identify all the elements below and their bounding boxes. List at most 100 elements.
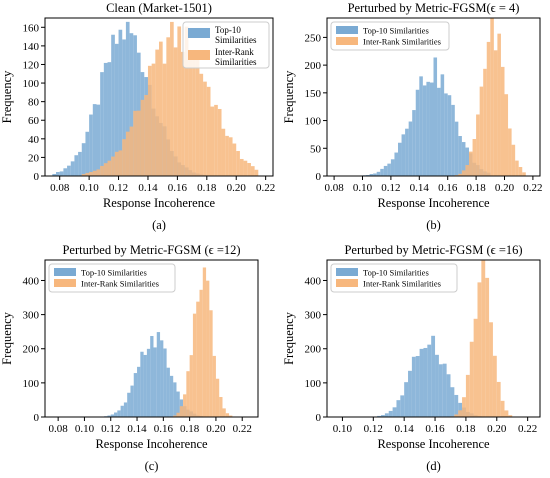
legend-box: [330, 21, 450, 51]
histogram-bar: [422, 85, 427, 176]
histogram-bar: [481, 260, 486, 417]
legend-swatch-top10: [188, 28, 210, 38]
histogram-bar: [483, 68, 487, 176]
legend-swatch-inter-rank: [54, 279, 76, 287]
histogram-bar: [461, 142, 466, 176]
histogram-bar: [160, 340, 164, 417]
panel-caption: (b): [426, 218, 441, 232]
histogram-bar: [177, 26, 182, 177]
histogram-bar: [163, 348, 167, 417]
histogram-bar: [411, 356, 416, 417]
histogram-bar: [394, 152, 398, 176]
y-tick-label: 300: [305, 310, 322, 322]
histogram-bar: [215, 378, 220, 417]
histogram-bar: [473, 318, 478, 417]
legend-label-inter-rank: Inter-Rank Similarities: [81, 279, 159, 289]
histogram-bar: [419, 76, 423, 176]
histogram-bar: [225, 413, 230, 417]
legend-swatch-inter-rank: [188, 50, 210, 60]
histogram-bar: [377, 415, 382, 417]
chart-panel-2: 0.08 0.10 0.12 0.14 0.16 0.18 0.20 0.22 0 50 100 15…: [282, 1, 543, 232]
histogram-bar: [518, 167, 523, 176]
y-tick-label: 20: [28, 152, 40, 164]
y-tick-label: 200: [305, 60, 322, 72]
histogram-bar: [81, 174, 86, 176]
histogram-bar: [147, 65, 152, 176]
legend-label-inter-rank-cont: Similarities: [215, 57, 257, 67]
histogram-bar: [189, 355, 193, 417]
histogram-bar: [435, 354, 439, 417]
histogram-bar: [217, 108, 222, 176]
x-tick-label: 0.18: [456, 423, 476, 435]
histogram-bar: [250, 166, 255, 176]
histogram-bar: [114, 412, 118, 417]
legend-swatch-inter-rank: [336, 37, 358, 45]
histogram-bar: [228, 137, 233, 176]
histogram-bar: [427, 344, 432, 417]
x-tick-label: 0.12: [381, 182, 400, 194]
histogram-bar: [500, 66, 505, 176]
histogram-bar: [396, 400, 401, 417]
histogram-bar: [462, 397, 466, 417]
panel-caption: (c): [145, 459, 159, 473]
y-tick-label: 100: [23, 78, 40, 90]
histogram-bar: [199, 73, 204, 176]
histogram-bar: [239, 158, 244, 176]
histogram-bar: [123, 402, 128, 417]
x-tick-label: 0.08: [50, 182, 70, 194]
histogram-bar: [173, 382, 177, 417]
y-tick-label: 120: [23, 59, 40, 71]
histogram-bar: [125, 131, 130, 176]
histogram-bar: [89, 171, 93, 176]
histogram-bar: [137, 366, 141, 417]
histogram-bar: [144, 94, 148, 176]
x-tick-label: 0.16: [154, 423, 174, 435]
histogram-bar: [369, 174, 374, 176]
histogram-bar: [401, 134, 406, 176]
legend-swatch-top10: [336, 268, 358, 276]
histogram-bar: [221, 128, 226, 176]
histogram-bar: [118, 29, 123, 177]
histogram-bar: [140, 351, 144, 417]
y-tick-label: 40: [28, 134, 40, 146]
x-tick-label: 0.18: [466, 182, 486, 194]
histogram-bar: [111, 34, 115, 177]
histogram-bar: [169, 375, 174, 417]
chart-title: Clean (Market-1501): [106, 1, 212, 15]
histogram-bar: [469, 151, 473, 176]
histogram-bar: [415, 356, 420, 417]
histogram-bar: [96, 169, 101, 176]
x-axis-label: Response Incoherence: [377, 437, 490, 451]
chart-panel-3: 0.08 0.10 0.12 0.14 0.16 0.18 0.20 0.22 0 100 200 3…: [0, 243, 259, 473]
histogram-bar: [458, 410, 463, 417]
x-tick-label: 0.22: [518, 423, 537, 435]
chart-title: Perturbed by Metric-FGSM (ϵ =12): [62, 243, 240, 257]
histogram-bar: [458, 402, 463, 417]
histogram-bar: [136, 110, 141, 176]
x-axis-label: Response Incoherence: [95, 437, 208, 451]
x-tick-label: 0.08: [49, 423, 69, 435]
histogram-bar: [405, 128, 409, 176]
histogram-bar: [195, 59, 200, 176]
histogram-bar: [103, 163, 108, 176]
x-axis-label: Response Incoherence: [377, 196, 490, 210]
y-tick-label: 150: [305, 88, 322, 100]
histogram-bar: [74, 155, 79, 176]
y-axis-label: Frequency: [282, 70, 296, 124]
histogram-bar: [81, 143, 86, 176]
chart-panel-1: 0.08 0.10 0.12 0.14 0.16 0.18 0.20 0.22 0 20 40 60 8…: [0, 1, 275, 232]
histogram-bar: [461, 170, 466, 176]
histogram-bar: [209, 310, 213, 417]
histogram-bar: [515, 160, 519, 176]
legend-label-top10: Top-10 Similarities: [363, 26, 429, 36]
histogram-bar: [472, 139, 477, 176]
histogram-bar: [203, 81, 207, 176]
histogram-bar: [85, 172, 90, 176]
x-tick-label: 0.10: [75, 423, 95, 435]
histogram-bar: [485, 277, 490, 417]
histogram-bar: [181, 51, 185, 176]
histogram-bar: [196, 301, 200, 417]
